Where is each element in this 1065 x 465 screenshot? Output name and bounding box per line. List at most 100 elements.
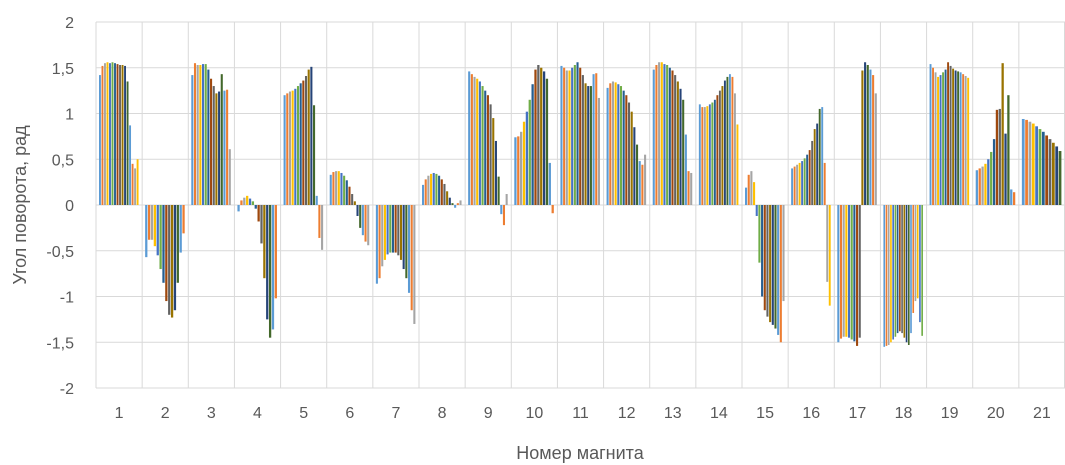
bar [302,80,305,205]
x-tick-label: 17 [848,405,866,422]
bar [528,99,531,205]
bar [723,80,726,205]
bar [606,87,609,205]
bar [402,205,405,270]
bar [335,171,338,205]
bar [771,205,774,325]
bar [359,205,362,228]
bar [1035,126,1038,205]
bar [912,205,915,313]
x-tick-label: 5 [299,405,308,422]
bar [769,205,772,323]
bar [243,197,246,205]
bar [534,69,537,205]
bar [182,205,185,234]
bar [176,205,179,283]
y-tick-label: 2 [65,15,74,32]
bar [1012,192,1016,205]
y-tick-label: -1,5 [46,335,74,352]
bar [758,205,761,263]
bar [383,205,386,260]
bar [619,86,623,205]
bar [801,161,804,205]
bar [753,182,756,206]
bar [191,75,194,205]
bar [1045,135,1049,205]
bar [806,154,809,205]
bar [663,64,666,205]
bar [542,71,546,205]
bar [443,183,446,205]
y-tick-label: -1 [60,290,74,307]
bar [540,67,543,205]
bar [165,205,168,302]
bar [337,171,340,205]
bar [706,106,709,205]
bar [193,63,197,205]
bar [782,205,785,302]
bar [286,93,289,205]
bar [736,124,739,205]
bar [614,82,617,205]
bar [517,136,520,206]
bar [658,62,661,206]
bar [907,205,910,345]
bar [170,205,174,318]
bar [1028,121,1032,205]
bar [131,163,134,205]
bar [129,125,132,205]
bar [987,159,990,205]
bar [949,65,952,205]
bar [294,88,297,205]
bar [424,179,427,205]
bar [378,205,381,279]
bar [104,63,106,205]
bar [1007,95,1010,205]
bar [823,162,826,205]
bar [887,205,890,345]
bar [266,205,269,320]
bar [448,197,451,205]
bar [307,69,310,205]
x-tick-label: 13 [664,405,682,422]
bar [218,91,221,205]
bar [156,205,159,256]
x-tick-label: 8 [438,405,447,422]
bar [708,104,711,205]
bar [967,77,970,205]
bar [581,75,584,205]
bar [821,107,824,205]
bar [134,168,137,205]
bar [939,75,942,205]
bar [1001,63,1004,205]
bar [779,205,782,343]
bar [476,78,479,205]
x-tick-label: 19 [941,405,959,422]
bar [1055,146,1059,205]
bar [228,149,231,205]
bar [869,69,872,205]
bar [468,71,471,205]
bar [126,81,129,205]
bar [179,205,182,253]
bar [348,186,351,205]
bar [551,205,554,214]
bar [226,89,229,205]
bar [101,65,104,205]
bar [525,111,529,205]
bar [718,90,721,206]
bar [288,91,291,205]
bar [563,67,566,205]
bar [962,74,965,205]
bar [611,81,614,205]
bar [597,97,600,205]
bar [932,67,934,205]
x-tick-label: 2 [161,405,170,422]
bar [201,64,205,205]
bar [545,78,549,205]
bar [981,166,984,205]
bar [199,65,202,205]
bar [934,72,937,206]
x-tick-label: 14 [710,405,728,422]
bar [220,74,223,205]
